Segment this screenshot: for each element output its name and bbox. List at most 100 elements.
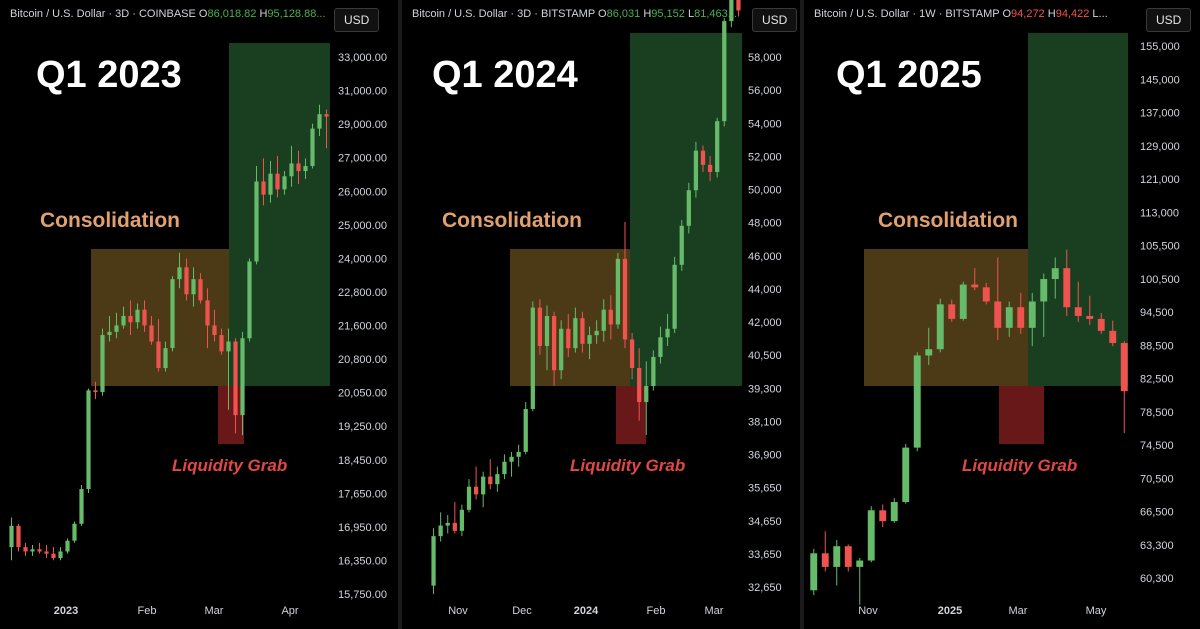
candle-body	[473, 486, 479, 495]
x-tick-label: Feb	[138, 605, 157, 617]
candle	[86, 388, 91, 494]
candle-body	[1051, 268, 1059, 280]
candle	[902, 443, 910, 504]
candle-body	[254, 181, 259, 262]
y-tick-label: 46,000	[748, 251, 782, 263]
candle-body	[30, 549, 35, 552]
candle	[1005, 301, 1013, 337]
candle-body	[128, 315, 133, 323]
header-overflow: L...	[1092, 8, 1108, 20]
candle	[310, 123, 315, 169]
candle	[672, 256, 677, 334]
candle	[9, 517, 14, 561]
candle	[282, 171, 287, 195]
candle	[1051, 257, 1059, 299]
candle	[1074, 281, 1082, 322]
candle-body	[177, 267, 182, 280]
liquidity-grab-zone	[616, 386, 646, 444]
candle	[163, 341, 168, 372]
candle-body	[163, 348, 168, 369]
low-label: L	[687, 8, 695, 20]
candle-body	[72, 523, 77, 541]
y-tick-label: 25,000.00	[338, 220, 387, 232]
candle-body	[509, 456, 514, 462]
y-tick-label: 19,250.00	[338, 421, 387, 433]
y-tick-label: 17,650.00	[338, 488, 387, 500]
candle-body	[1109, 330, 1117, 344]
candle	[810, 548, 818, 596]
candle	[466, 479, 472, 513]
candle-body	[121, 315, 126, 326]
candle-body	[184, 267, 189, 295]
candle	[431, 528, 436, 595]
candle-body	[890, 502, 898, 522]
candle-body	[438, 525, 443, 537]
candle	[142, 300, 147, 332]
chart-svg-q1-2024: 58,000 56,000 54,000 52,000 50,000 48,000 46,0…	[431, 0, 782, 617]
candle	[1086, 295, 1094, 325]
candle-body	[936, 304, 944, 350]
candle	[615, 252, 621, 329]
candle	[1120, 341, 1128, 433]
candle-body	[821, 553, 829, 567]
y-tick-label: 113,000	[1140, 207, 1179, 219]
y-tick-label: 82,500	[1140, 374, 1174, 386]
candle	[587, 326, 592, 360]
candle	[537, 299, 543, 355]
chart-svg-q1-2023: 33,000.00 31,000.00 29,000.00 27,000.00 26,0…	[9, 43, 387, 617]
candle-body	[994, 301, 1002, 328]
candle	[729, 0, 734, 28]
candle-body	[198, 279, 203, 301]
candle-body	[566, 328, 571, 349]
candle-body	[1074, 307, 1082, 316]
x-tick-label: Apr	[281, 605, 298, 617]
candle	[665, 313, 670, 346]
y-tick-label: 20,050.00	[338, 388, 387, 400]
candle-body	[44, 551, 49, 554]
candle-body	[544, 316, 550, 346]
candle	[149, 315, 154, 345]
candle	[1109, 320, 1117, 347]
candle	[233, 338, 238, 434]
y-tick-label: 20,800.00	[338, 354, 387, 366]
candle-body	[1017, 307, 1025, 328]
candle-body	[431, 536, 436, 586]
candle-body	[856, 560, 864, 567]
currency-button[interactable]: USD	[752, 8, 798, 32]
candle	[114, 312, 119, 339]
candle	[135, 303, 140, 329]
candle-body	[1005, 307, 1013, 328]
y-tick-label: 48,000	[748, 218, 782, 230]
candle-body	[844, 546, 852, 567]
candle-body	[587, 335, 592, 344]
candle	[530, 301, 535, 412]
candle-body	[324, 114, 329, 117]
candle	[268, 160, 273, 203]
candle-body	[23, 547, 28, 552]
y-tick-label: 35,650	[748, 483, 782, 495]
y-tick-label: 66,500	[1140, 507, 1174, 519]
y-tick-label: 16,950.00	[338, 522, 387, 534]
candle	[37, 542, 42, 554]
candle-body	[149, 325, 154, 342]
candle-body	[79, 489, 84, 524]
candle	[566, 313, 571, 357]
candle	[936, 298, 944, 353]
candle	[254, 165, 259, 265]
currency-button[interactable]: USD	[1146, 8, 1192, 32]
quarter-title: Q1 2024	[432, 54, 578, 96]
open-label: O	[1002, 8, 1012, 20]
y-tick-label: 50,000	[748, 185, 782, 197]
candle	[523, 402, 528, 455]
candle-body	[170, 279, 175, 349]
candle	[573, 307, 578, 353]
candle	[1063, 249, 1071, 316]
candle	[913, 352, 921, 452]
y-tick-label: 145,000	[1140, 74, 1180, 86]
candle	[637, 348, 642, 421]
candle-body	[559, 328, 564, 371]
symbol-header: Bitcoin / U.S. Dollar · 3D · BITSTAMP O8…	[412, 8, 737, 20]
currency-button[interactable]: USD	[334, 8, 380, 32]
y-tick-label: 70,500	[1140, 473, 1174, 485]
chart-panel-q1-2025: 155,000 145,000 137,000 129,000 121,000 113,0…	[804, 0, 1200, 629]
